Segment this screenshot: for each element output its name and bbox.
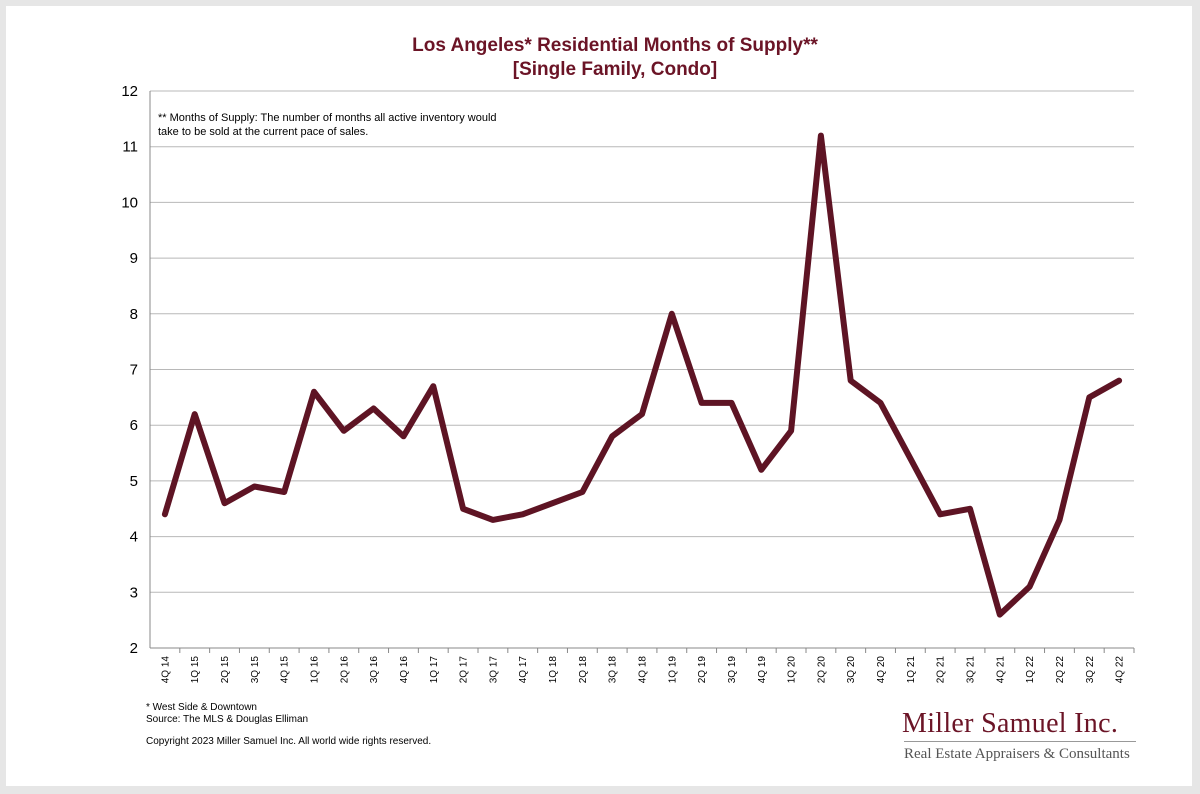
y-tick-label: 2 xyxy=(130,640,138,657)
data-point xyxy=(728,400,734,406)
series-line xyxy=(161,132,1123,618)
data-point xyxy=(1027,584,1033,590)
data-point xyxy=(460,506,466,512)
x-tick-label: 1Q 18 xyxy=(548,656,559,684)
data-point xyxy=(699,400,705,406)
chart-card xyxy=(6,6,1192,786)
brand-divider xyxy=(904,741,1136,742)
x-tick-label: 2Q 22 xyxy=(1055,656,1066,684)
y-tick-label: 5 xyxy=(130,473,138,490)
data-point xyxy=(520,511,526,517)
x-tick-label: 1Q 15 xyxy=(190,656,201,684)
data-point xyxy=(669,311,675,317)
data-point xyxy=(1086,394,1092,400)
chart-title-block: Los Angeles* Residential Months of Suppl… xyxy=(0,34,1200,82)
y-tick-label: 7 xyxy=(130,362,138,379)
data-point xyxy=(550,500,556,506)
data-point xyxy=(639,411,645,417)
data-point xyxy=(341,428,347,434)
data-point xyxy=(222,500,228,506)
x-tick-label: 4Q 19 xyxy=(757,656,768,684)
x-tick-label: 3Q 17 xyxy=(488,656,499,684)
x-tick-label: 4Q 22 xyxy=(1115,656,1126,684)
y-tick-label: 11 xyxy=(122,139,138,156)
data-point xyxy=(430,383,436,389)
y-tick-label: 8 xyxy=(130,306,138,323)
data-point xyxy=(162,511,168,517)
x-tick-label: 4Q 21 xyxy=(995,656,1006,684)
x-tick-label: 2Q 20 xyxy=(816,656,827,684)
x-tick-label: 2Q 21 xyxy=(936,656,947,684)
x-tick-label: 3Q 20 xyxy=(846,656,857,684)
x-tick-label: 2Q 19 xyxy=(697,656,708,684)
x-tick-label: 3Q 22 xyxy=(1085,656,1096,684)
chart-subtitle: [Single Family, Condo] xyxy=(512,59,718,80)
x-tick-label: 1Q 19 xyxy=(667,656,678,684)
data-point xyxy=(818,133,824,139)
x-tick-label: 1Q 22 xyxy=(1025,656,1036,684)
source-note: Source: The MLS & Douglas Elliman xyxy=(146,714,309,725)
data-point xyxy=(1056,517,1062,523)
data-point xyxy=(490,517,496,523)
data-point xyxy=(907,456,913,462)
y-tick-label: 3 xyxy=(130,584,138,601)
x-tick-label: 3Q 19 xyxy=(727,656,738,684)
data-point xyxy=(311,389,317,395)
y-tick-label: 6 xyxy=(130,417,138,434)
x-tick-label: 4Q 20 xyxy=(876,656,887,684)
copyright-note: Copyright 2023 Miller Samuel Inc. All wo… xyxy=(146,736,432,747)
brand-tagline: Real Estate Appraisers & Consultants xyxy=(904,746,1130,762)
x-tick-label: 1Q 21 xyxy=(906,656,917,684)
brand-logo: Miller Samuel Inc. xyxy=(902,708,1119,739)
y-tick-label: 4 xyxy=(130,529,138,546)
data-point xyxy=(579,489,585,495)
data-point xyxy=(997,612,1003,618)
data-point xyxy=(848,378,854,384)
x-tick-label: 3Q 18 xyxy=(608,656,619,684)
data-point xyxy=(251,483,257,489)
y-tick-label: 12 xyxy=(121,83,138,100)
x-tick-label: 1Q 17 xyxy=(429,656,440,684)
data-point xyxy=(371,405,377,411)
chart-annotation: ** Months of Supply: The number of month… xyxy=(158,112,497,138)
data-point xyxy=(937,511,943,517)
data-point xyxy=(1116,378,1122,384)
data-point xyxy=(192,411,198,417)
chart-title: Los Angeles* Residential Months of Suppl… xyxy=(412,35,818,56)
x-tick-label: 1Q 20 xyxy=(787,656,798,684)
x-tick-label: 2Q 16 xyxy=(339,656,350,684)
y-tick-label: 9 xyxy=(130,250,138,267)
x-tick-label: 3Q 21 xyxy=(966,656,977,684)
data-point xyxy=(400,433,406,439)
data-point xyxy=(281,489,287,495)
x-tick-label: 3Q 15 xyxy=(250,656,261,684)
data-point xyxy=(758,467,764,473)
x-tick-label: 4Q 16 xyxy=(399,656,410,684)
x-tick-label: 1Q 16 xyxy=(310,656,321,684)
y-tick-label: 10 xyxy=(121,194,138,211)
x-tick-label: 2Q 15 xyxy=(220,656,231,684)
x-tick-label: 4Q 15 xyxy=(280,656,291,684)
footnote: * West Side & Downtown xyxy=(146,702,257,713)
x-tick-label: 2Q 18 xyxy=(578,656,589,684)
data-point xyxy=(878,400,884,406)
data-point xyxy=(788,428,794,434)
x-tick-label: 4Q 17 xyxy=(518,656,529,684)
x-tick-label: 2Q 17 xyxy=(459,656,470,684)
x-tick-label: 3Q 16 xyxy=(369,656,380,684)
data-point xyxy=(609,433,615,439)
data-point xyxy=(967,506,973,512)
x-tick-label: 4Q 14 xyxy=(160,656,171,684)
x-tick-label: 4Q 18 xyxy=(638,656,649,684)
